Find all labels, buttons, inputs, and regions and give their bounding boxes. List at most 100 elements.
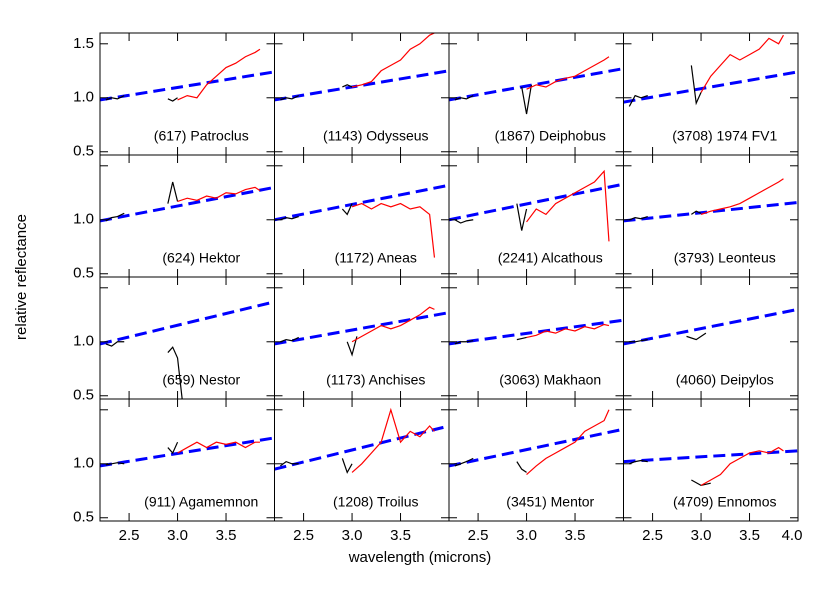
- spectrum-line: [167, 97, 178, 102]
- spectrum-line: [351, 33, 435, 88]
- panel: [449, 409, 624, 476]
- panel-title: (911) Agamemnon: [144, 494, 258, 510]
- spectrum-line: [279, 460, 299, 467]
- x-tick-label: 2.5: [119, 527, 140, 544]
- spectrum-line: [274, 424, 449, 471]
- spectrum-line: [280, 95, 299, 101]
- spectrum-line: [167, 181, 179, 204]
- spectrum-line: [628, 94, 648, 107]
- spectrum-line: [274, 183, 449, 222]
- spectrum-line: [691, 210, 702, 215]
- x-tick-label: 3.5: [390, 527, 411, 544]
- y-tick-label: 0.5: [73, 265, 94, 282]
- spectrum-line: [454, 219, 474, 224]
- x-tick-label: 3.0: [516, 527, 537, 544]
- panel: [274, 306, 449, 357]
- panel-title: (1143) Odysseus: [323, 128, 429, 144]
- panel-title: (624) Hektor: [162, 250, 240, 266]
- panel: [449, 318, 624, 346]
- spectrum-line: [526, 323, 610, 339]
- panel-title: (3063) Makhaon: [499, 372, 601, 388]
- panel: [449, 169, 624, 242]
- panel-title: (3451) Mentor: [506, 494, 594, 510]
- spectrum-line: [167, 441, 179, 455]
- y-tick-label: 1.0: [73, 333, 94, 350]
- panel: [100, 181, 275, 223]
- spectrum-line: [690, 65, 702, 106]
- x-tick-label: 2.5: [642, 527, 663, 544]
- panel-title: (3793) Leonteus: [674, 250, 776, 266]
- panel: [623, 34, 798, 107]
- spectrum-line: [454, 95, 474, 101]
- spectrum-line: [516, 461, 527, 473]
- y-tick-label: 1.0: [73, 211, 94, 228]
- panel-title: (3708) 1974 FV1: [672, 128, 777, 144]
- spectrum-line: [454, 340, 474, 345]
- spectrum-line: [516, 336, 527, 341]
- spectrum-line: [100, 70, 275, 102]
- spectrum-line: [280, 336, 299, 343]
- panel-title: (4709) Ennomos: [673, 494, 777, 510]
- x-tick-label: 3.5: [739, 527, 760, 544]
- spectrum-line: [105, 341, 125, 347]
- panel: [100, 436, 275, 468]
- spectrum-line: [516, 203, 528, 231]
- x-tick-label: 3.0: [167, 527, 188, 544]
- panel: [623, 446, 798, 487]
- spectrum-line: [100, 300, 275, 346]
- x-tick-label: 3.0: [342, 527, 363, 544]
- x-tick-label: 2.5: [293, 527, 314, 544]
- spectrum-line: [686, 332, 707, 341]
- spectrum-line: [700, 34, 784, 93]
- y-tick-label: 0.5: [73, 509, 94, 526]
- spectrum-line: [449, 182, 624, 222]
- panel-title: (659) Nestor: [162, 372, 240, 388]
- spectrum-line: [623, 307, 798, 346]
- spectrum-line: [274, 69, 449, 102]
- spectrum-line: [629, 215, 648, 221]
- spectrum-line: [623, 201, 798, 223]
- spectrum-line: [177, 186, 261, 202]
- spectrum-line: [700, 178, 784, 215]
- panel-title: (4060) Deipylos: [676, 372, 774, 388]
- spectrum-line: [177, 48, 261, 101]
- panel-title: (1208) Troilus: [333, 494, 419, 510]
- x-tick-label: 4.0: [782, 527, 803, 544]
- spectrum-line: [342, 84, 353, 88]
- spectrum-line: [351, 407, 435, 473]
- panel: [274, 183, 449, 258]
- spectrum-line: [341, 203, 353, 216]
- panel-title: (1173) Anchises: [326, 372, 425, 388]
- panel-title: (2241) Alcathous: [498, 250, 603, 266]
- spectrum-line: [351, 202, 436, 258]
- x-tick-label: 2.5: [468, 527, 489, 544]
- spectrum-line: [526, 56, 610, 90]
- panel: [274, 407, 449, 474]
- y-tick-label: 1.0: [73, 455, 94, 472]
- x-tick-label: 3.5: [565, 527, 586, 544]
- spectrum-line: [691, 479, 711, 487]
- y-axis-label: relative reflectance: [13, 214, 30, 340]
- panel: [100, 300, 275, 399]
- spectrum-line: [167, 346, 183, 399]
- y-tick-label: 0.5: [73, 387, 94, 404]
- panel-title: (1172) Aneas: [335, 250, 417, 266]
- spectrum-line: [623, 449, 798, 464]
- spectrum-line: [700, 446, 784, 486]
- spectrum-line: [454, 457, 474, 467]
- spectrum-line: [105, 95, 125, 101]
- y-tick-label: 1.5: [73, 35, 94, 52]
- spectrum-line: [346, 336, 358, 357]
- spectrum-line: [526, 409, 610, 476]
- x-axis-label: wavelength (microns): [348, 549, 492, 566]
- y-tick-label: 1.0: [73, 89, 94, 106]
- panel-title: (1867) Deiphobus: [495, 128, 606, 144]
- spectrum-line: [100, 185, 275, 223]
- spectrum-line: [629, 459, 648, 465]
- x-tick-label: 3.5: [216, 527, 237, 544]
- spectrum-line: [351, 306, 435, 343]
- spectrum-line: [449, 427, 624, 468]
- spectrum-line: [274, 311, 449, 346]
- spectrum-line: [280, 215, 299, 221]
- x-tick-label: 3.0: [691, 527, 712, 544]
